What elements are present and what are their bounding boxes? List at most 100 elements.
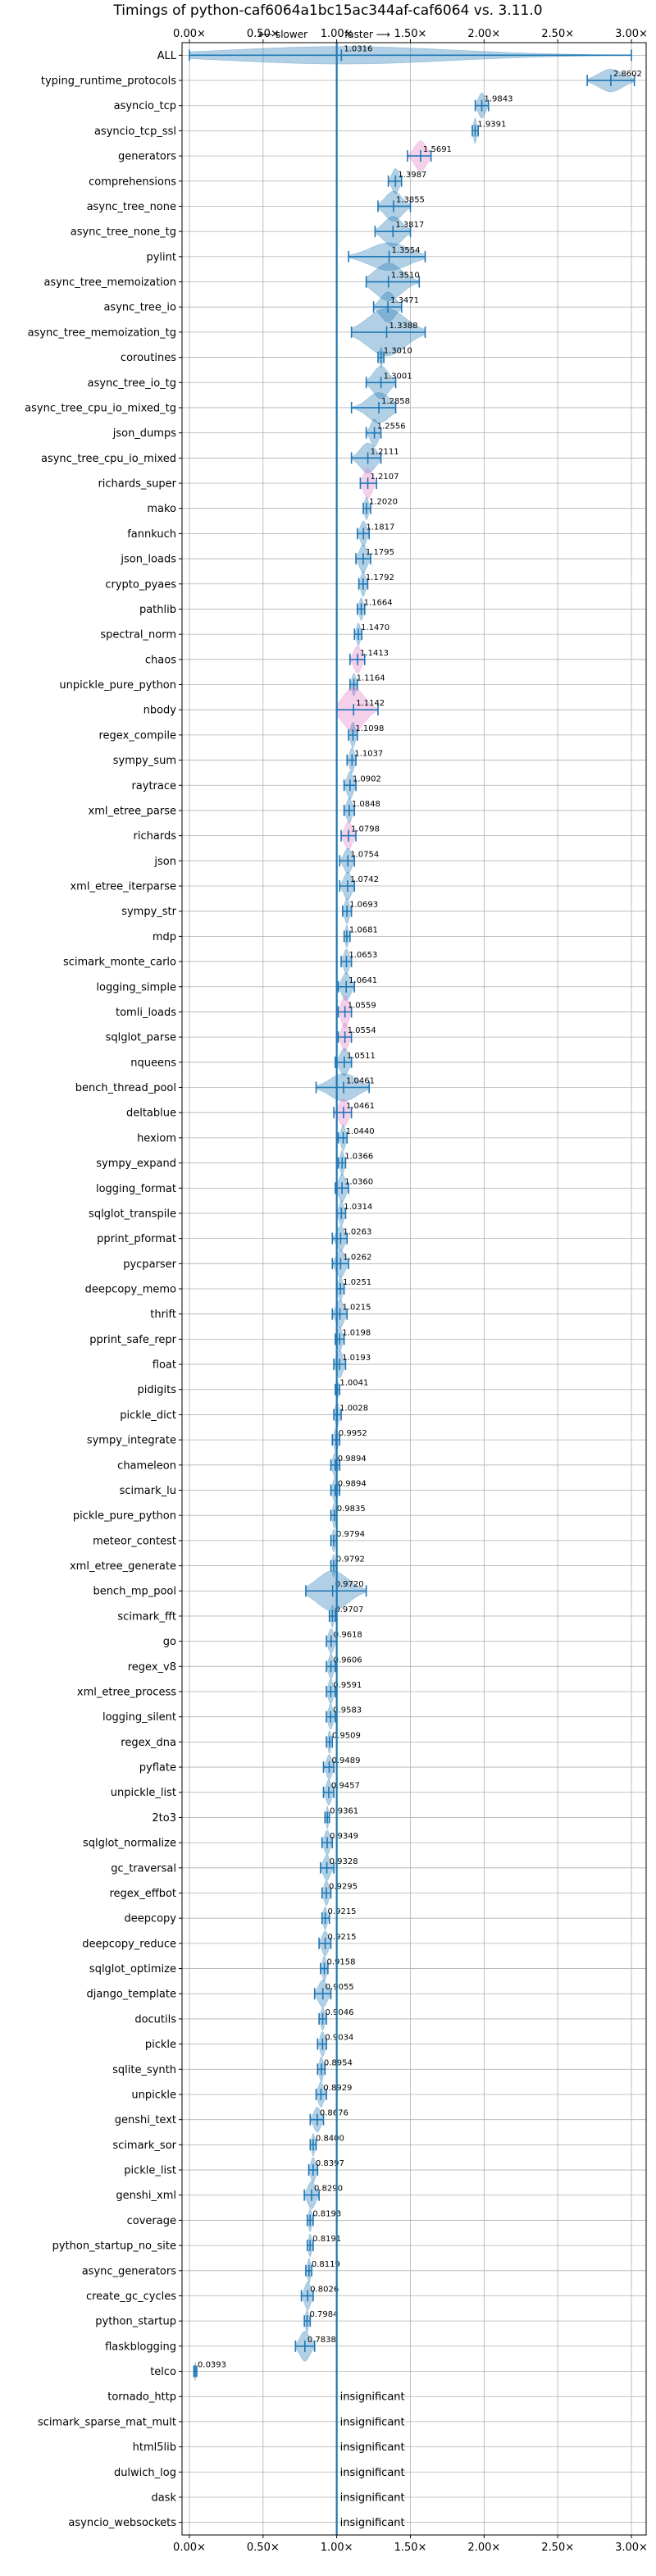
- y-tick-label: scimark_lu: [120, 1485, 176, 1497]
- data-label: 0.0393: [198, 2361, 226, 2370]
- y-tick-label: go: [163, 1636, 176, 1648]
- y-tick-label: mako: [147, 503, 176, 515]
- y-tick-label: chaos: [145, 654, 176, 666]
- data-label: 0.9457: [331, 1782, 360, 1791]
- data-label: 0.9158: [327, 1958, 356, 1967]
- y-tick-label: async_tree_cpu_io_mixed_tg: [25, 402, 176, 414]
- data-label: 1.0263: [343, 1228, 371, 1237]
- data-label: 0.9618: [334, 1631, 362, 1640]
- data-label: 0.9707: [335, 1605, 363, 1615]
- data-label: 0.9792: [336, 1555, 365, 1564]
- insignificant-label: insignificant: [340, 2416, 405, 2428]
- data-label: 1.3510: [391, 272, 420, 281]
- y-tick-label: async_tree_cpu_io_mixed: [41, 453, 176, 465]
- y-tick-label: deepcopy_memo: [85, 1284, 176, 1296]
- data-label: 0.9215: [328, 1933, 357, 1942]
- y-tick-label: dask: [151, 2492, 176, 2504]
- y-tick-label: create_gc_cycles: [86, 2291, 176, 2303]
- x-tick-label-bottom: 1.00×: [321, 2542, 353, 2554]
- y-tick-label: pycparser: [123, 1258, 176, 1271]
- x-tick-label-bottom: 3.00×: [615, 2542, 648, 2554]
- data-label: 0.8026: [310, 2285, 339, 2294]
- subtitle-slower: ⟵ slower: [258, 29, 308, 40]
- y-tick-label: pprint_pformat: [97, 1233, 176, 1245]
- y-tick-label: pathlib: [139, 604, 176, 616]
- y-tick-label: regex_dna: [121, 1737, 176, 1749]
- data-label: 1.3001: [384, 372, 412, 381]
- y-tick-label: generators: [118, 151, 176, 163]
- data-label: 1.0681: [349, 925, 378, 934]
- data-label: 1.3388: [390, 322, 418, 331]
- data-label: 1.0554: [348, 1026, 376, 1035]
- x-tick-label-bottom: 0.00×: [173, 2542, 206, 2554]
- data-label: 1.1037: [354, 750, 383, 759]
- grid: [179, 39, 646, 2538]
- plot-frame: [181, 42, 647, 2536]
- data-label: 0.9894: [338, 1479, 367, 1488]
- y-tick-label: sympy_str: [121, 906, 176, 918]
- data-label: 1.0798: [351, 825, 380, 834]
- y-tick-label: genshi_xml: [116, 2190, 176, 2202]
- data-label: 0.9835: [337, 1505, 366, 1514]
- data-label: 1.0511: [347, 1052, 376, 1061]
- y-tick-label: regex_v8: [128, 1661, 176, 1674]
- y-tick-label: pidigits: [138, 1384, 177, 1396]
- data-label: 0.8290: [314, 2185, 343, 2194]
- data-label: 0.9361: [330, 1806, 358, 1816]
- y-tick-label: asyncio_websockets: [68, 2517, 176, 2529]
- data-label: 1.2556: [377, 422, 406, 432]
- y-tick-label: tomli_loads: [116, 1007, 176, 1019]
- data-label: 1.1795: [366, 548, 394, 557]
- y-tick-label: richards_super: [98, 478, 176, 491]
- data-label: 1.9843: [485, 95, 513, 104]
- data-label: 0.9055: [326, 1983, 354, 1992]
- x-tick-label-top: 2.00×: [467, 28, 500, 40]
- data-label: 0.9034: [325, 2034, 353, 2043]
- data-label: 0.9295: [329, 1882, 358, 1891]
- chart-title: Timings of python-caf6064a1bc15ac344af-c…: [112, 2, 542, 19]
- data-label: 1.1098: [355, 724, 384, 733]
- data-label: 1.3554: [392, 246, 421, 255]
- data-label: 0.8193: [312, 2209, 341, 2218]
- y-tick-label: coverage: [127, 2215, 176, 2227]
- data-label: 0.8119: [312, 2260, 340, 2269]
- data-label: 1.0215: [343, 1304, 371, 1313]
- y-tick-label: pickle_list: [124, 2165, 176, 2177]
- data-label: 1.0041: [339, 1379, 368, 1388]
- insignificant-label: insignificant: [340, 2467, 405, 2479]
- data-label: 1.2020: [369, 498, 398, 507]
- y-tick-label: json: [153, 856, 176, 868]
- y-tick-label: deepcopy: [124, 1913, 176, 1925]
- data-label: 1.0193: [342, 1354, 371, 1363]
- y-tick-labels: ALL typing_runtime_protocols asyncio_tcpas…: [25, 50, 177, 2529]
- y-tick-label: scimark_sor: [112, 2140, 176, 2152]
- data-label: 0.9591: [333, 1681, 362, 1690]
- data-label: 1.3471: [390, 296, 419, 305]
- y-tick-label: deepcopy_reduce: [82, 1938, 176, 1950]
- data-label: 1.2111: [371, 447, 399, 456]
- data-label: 1.1164: [357, 674, 385, 683]
- y-tick-label: meteor_contest: [93, 1535, 176, 1547]
- y-tick-label: sympy_sum: [113, 755, 176, 767]
- data-label: 0.7984: [309, 2310, 338, 2319]
- x-tick-label-bottom: 2.00×: [467, 2542, 500, 2554]
- x-tick-label-bottom: 2.50×: [541, 2542, 574, 2554]
- data-label: 1.2107: [371, 473, 399, 482]
- data-label: 0.8954: [324, 2058, 353, 2067]
- y-tick-label: sympy_integrate: [87, 1435, 176, 1447]
- data-label: 0.9215: [328, 1907, 357, 1916]
- y-tick-label: 2to3: [152, 1812, 176, 1825]
- y-tick-label: mdp: [153, 931, 176, 943]
- y-tick-label: python_startup_no_site: [52, 2240, 176, 2253]
- y-tick-label: pyflate: [139, 1762, 176, 1774]
- y-tick-label: docutils: [134, 2013, 176, 2026]
- insignificant-label: insignificant: [340, 2492, 405, 2504]
- insignificant-label: insignificant: [340, 2391, 405, 2404]
- data-label: 0.9720: [335, 1580, 364, 1589]
- y-tick-label: fannkuch: [127, 528, 176, 541]
- data-label: 0.9509: [332, 1731, 361, 1740]
- data-label: 1.5691: [423, 145, 452, 154]
- data-label: 1.1142: [356, 699, 385, 708]
- y-tick-label: scimark_fft: [117, 1610, 176, 1623]
- data-label: 1.0693: [349, 901, 378, 910]
